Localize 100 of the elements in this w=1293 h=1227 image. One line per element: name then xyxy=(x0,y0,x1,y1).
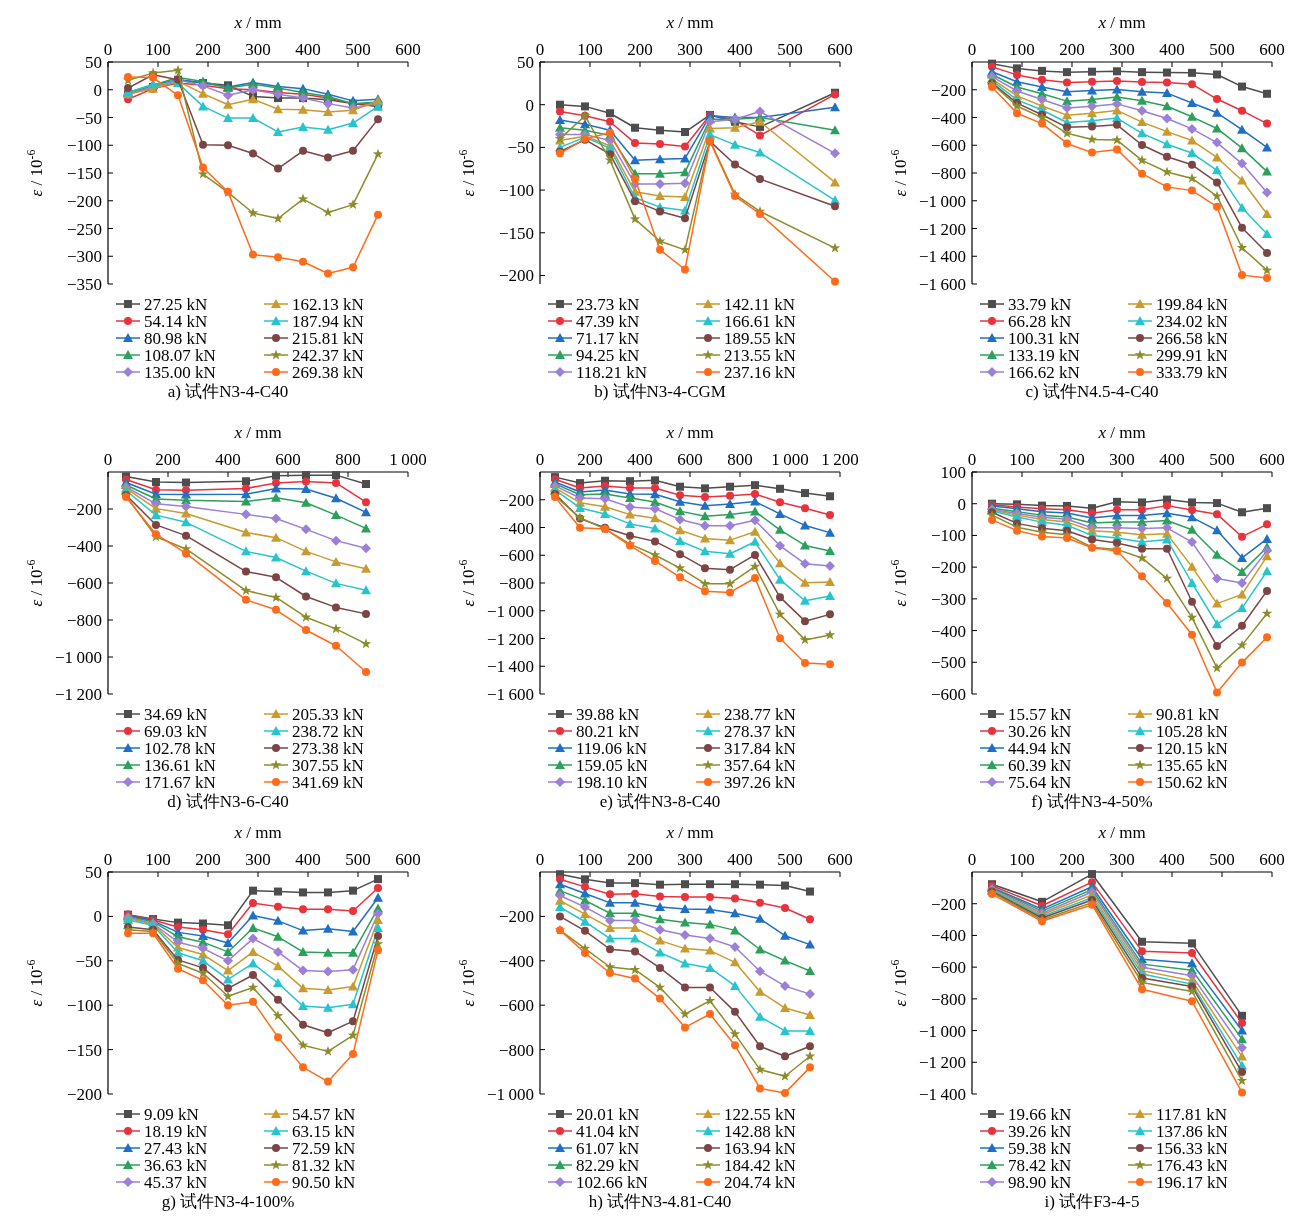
text: e) 试件N3-8-C40 xyxy=(599,792,721,811)
x-tick-label: 400 xyxy=(727,40,753,59)
x-tick-label: 200 xyxy=(577,450,603,469)
x-tick-label: 500 xyxy=(777,40,803,59)
legend-label: 278.37 kN xyxy=(724,722,796,741)
x-tick-label: 400 xyxy=(295,40,321,59)
x-axis-title: x / mm xyxy=(665,423,714,442)
y-tick-label: −800 xyxy=(498,574,534,593)
y-tick-label: 50 xyxy=(85,863,102,882)
x-axis-title: x / mm xyxy=(665,823,714,842)
x-tick-label: 100 xyxy=(577,850,603,869)
legend-label: 133.19 kN xyxy=(1008,346,1080,365)
legend-label: 102.66 kN xyxy=(576,1173,648,1192)
legend-label: 19.66 kN xyxy=(1008,1105,1072,1124)
y-tick-label: −400 xyxy=(498,518,534,538)
x-tick-label: 600 xyxy=(827,850,853,869)
y-tick-label: −500 xyxy=(930,653,966,673)
y-tick-label: −100 xyxy=(930,526,966,546)
legend-label: 238.77 kN xyxy=(724,705,796,724)
x-tick-label: 600 xyxy=(827,40,853,59)
y-tick-label: −400 xyxy=(66,537,102,556)
x-tick-label: 400 xyxy=(727,850,753,869)
x-tick-label: 100 xyxy=(145,40,171,59)
x-axis-title: x / mm xyxy=(1097,13,1146,32)
legend-label: 196.17 kN xyxy=(1156,1173,1228,1192)
legend-label: 54.14 kN xyxy=(144,312,208,331)
x-tick-label: 600 xyxy=(1259,450,1285,469)
x-tick-label: 200 xyxy=(1059,450,1085,469)
x-axis-title: x / mm xyxy=(233,823,282,842)
legend-label: 150.62 kN xyxy=(1156,773,1228,792)
legend-label: 205.33 kN xyxy=(292,705,364,724)
y-tick-label: −1 000 xyxy=(487,1085,534,1104)
legend-label: 66.28 kN xyxy=(1008,312,1072,331)
legend-label: 136.61 kN xyxy=(144,756,216,775)
legend-label: 317.84 kN xyxy=(724,739,796,758)
x-tick-label: 600 xyxy=(275,450,301,469)
legend-label: 397.26 kN xyxy=(724,773,796,792)
x-tick-label: 600 xyxy=(1259,850,1285,869)
x-axis-title: x / mm xyxy=(1097,423,1146,442)
y-tick-label: −1 400 xyxy=(919,1085,966,1104)
legend-label: 9.09 kN xyxy=(144,1105,199,1124)
legend-label: 33.79 kN xyxy=(1008,295,1072,314)
legend-label: 36.63 kN xyxy=(144,1156,208,1175)
legend-label: 204.74 kN xyxy=(724,1173,796,1192)
legend-label: 23.73 kN xyxy=(576,295,640,314)
x-axis-title: x / mm xyxy=(665,13,714,32)
x-tick-label: 400 xyxy=(1159,40,1185,59)
legend-label: 98.90 kN xyxy=(1008,1173,1072,1192)
legend-label: 105.28 kN xyxy=(1156,722,1228,741)
y-tick-label: −200 xyxy=(66,500,102,519)
y-tick-label: 0 xyxy=(93,907,102,927)
y-tick-label: −350 xyxy=(66,275,102,294)
legend-label: 198.10 kN xyxy=(576,773,648,792)
legend-label: 184.42 kN xyxy=(724,1156,796,1175)
x-tick-label: 200 xyxy=(1059,40,1085,59)
legend-label: 61.07 kN xyxy=(576,1139,640,1158)
x-tick-label: 200 xyxy=(627,40,653,59)
legend-label: 242.37 kN xyxy=(292,346,364,365)
x-tick-label: 100 xyxy=(1009,450,1035,469)
legend-label: 90.50 kN xyxy=(292,1173,356,1192)
y-tick-label: −1 600 xyxy=(487,685,534,704)
y-tick-label: −1 600 xyxy=(919,275,966,294)
legend-label: 78.42 kN xyxy=(1008,1156,1072,1175)
y-tick-label: −100 xyxy=(66,996,102,1016)
y-tick-label: −400 xyxy=(930,108,966,128)
legend-label: 102.78 kN xyxy=(144,739,216,758)
legend-label: 15.57 kN xyxy=(1008,705,1072,724)
legend-label: 59.38 kN xyxy=(1008,1139,1072,1158)
y-tick-label: 100 xyxy=(940,463,966,482)
y-tick-label: −200 xyxy=(498,266,534,286)
y-tick-label: −50 xyxy=(75,951,102,971)
legend-label: 30.26 kN xyxy=(1008,722,1072,741)
y-tick-label: −1 400 xyxy=(487,657,534,677)
x-tick-label: 600 xyxy=(395,850,421,869)
y-tick-label: −1 000 xyxy=(487,601,534,621)
legend-label: 215.81 kN xyxy=(292,329,364,348)
legend-label: 75.64 kN xyxy=(1008,773,1072,792)
x-tick-label: 200 xyxy=(627,850,653,869)
legend-label: 71.17 kN xyxy=(576,329,640,348)
x-axis-title: x / mm xyxy=(233,13,282,32)
y-tick-label: −600 xyxy=(930,958,966,978)
legend-label: 307.55 kN xyxy=(292,756,364,775)
y-tick-label: −800 xyxy=(930,164,966,183)
x-tick-label: 600 xyxy=(1259,40,1285,59)
legend-label: 34.69 kN xyxy=(144,705,208,724)
legend-label: 90.81 kN xyxy=(1156,705,1220,724)
legend-label: 80.21 kN xyxy=(576,722,640,741)
y-tick-label: −50 xyxy=(75,108,102,128)
legend-label: 238.72 kN xyxy=(292,722,364,741)
legend-label: 60.39 kN xyxy=(1008,756,1072,775)
y-tick-label: −1 200 xyxy=(487,629,534,649)
y-tick-label: −600 xyxy=(498,546,534,566)
y-tick-label: −800 xyxy=(498,1040,534,1060)
y-tick-label: 0 xyxy=(93,80,102,100)
x-tick-label: 600 xyxy=(677,450,703,469)
legend-label: 80.98 kN xyxy=(144,329,208,348)
y-tick-label: −600 xyxy=(498,996,534,1016)
legend-label: 166.62 kN xyxy=(1008,363,1080,382)
y-tick-label: −150 xyxy=(66,1040,102,1060)
legend-label: 81.32 kN xyxy=(292,1156,356,1175)
